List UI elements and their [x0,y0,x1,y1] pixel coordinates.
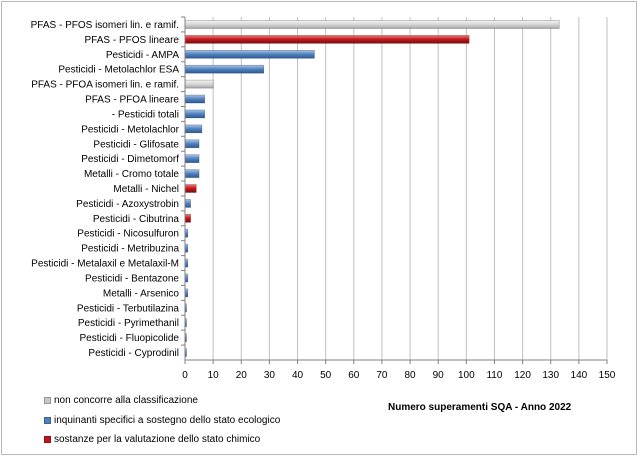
category-label: Pesticidi - Nicosulfuron [77,229,179,240]
legend-item-blue: inquinanti specifici a sostegno dello st… [44,415,280,426]
category-label: Pesticidi - Pyrimethanil [78,318,179,329]
category-label: Pesticidi - Fluopicolide [80,333,180,344]
category-label: Pesticidi - Dimetomorf [81,154,179,165]
x-tick-label: 100 [458,370,475,381]
bar [184,20,560,29]
x-tick-label: 70 [376,370,388,381]
x-tick-label: 140 [571,370,588,381]
x-tick-label: 10 [208,370,220,381]
category-label: Pesticidi - Glifosate [93,139,179,150]
bar [184,79,214,89]
bar [184,49,315,59]
category-label: PFAS - PFOA lineare [85,95,179,106]
category-label: Pesticidi - AMPA [106,50,179,61]
bar [184,214,191,223]
bar [184,139,200,149]
bar [184,184,197,193]
legend-label: non concorre alla classificazione [54,395,198,406]
x-tick-label: 60 [348,370,360,381]
category-label: Pesticidi - Terbutilazina [77,303,180,314]
x-tick-label: 50 [320,370,332,381]
bar [184,35,470,44]
category-label: Metalli - Cromo totale [84,169,179,180]
bar [184,124,203,134]
legend-swatch-red [44,436,51,443]
x-tick-label: 120 [514,370,531,381]
bar [184,169,200,178]
x-tick-label: 80 [405,370,417,381]
legend-label: inquinanti specifici a sostegno dello st… [54,415,281,426]
bar [184,94,205,104]
x-tick-label: 130 [542,370,559,381]
category-label: Pesticidi - Metolachlor ESA [58,65,179,76]
x-tick-label: 150 [599,370,616,381]
legend-swatch-blue [44,417,51,424]
bar [184,64,265,74]
category-label: Pesticidi - Metribuzina [81,244,179,255]
legend-label: sostanze per la valutazione dello stato … [54,434,261,445]
category-label: Pesticidi - Bentazone [85,273,179,284]
category-label: Metalli - Nichel [113,184,179,195]
bar [184,199,191,208]
category-label: Pesticidi - Cyprodinil [88,348,179,359]
category-label: - Pesticidi totali [112,109,179,120]
x-tick-label: 20 [236,370,248,381]
category-label: Metalli - Arsenico [103,288,180,299]
category-label: Pesticidi - Azoxystrobin [76,199,179,210]
category-label: Pesticidi - Metalaxil e Metalaxil-M [31,259,179,270]
legend-item-gray: non concorre alla classificazione [44,395,198,406]
legend-swatch-gray [44,397,51,404]
category-label: Pesticidi - Metolachlor [81,124,179,135]
x-tick-label: 30 [264,370,276,381]
legend-item-red: sostanze per la valutazione dello stato … [44,434,260,445]
x-tick-label: 40 [292,370,304,381]
category-label: PFAS - PFOS lineare [85,35,180,46]
bar [184,154,200,163]
x-tick-label: 110 [486,370,502,381]
category-label: Pesticidi - Cibutrina [93,214,180,225]
x-tick-label: 90 [433,370,445,381]
bar [184,109,205,119]
category-label: PFAS - PFOS isomeri lin. e ramif. [31,20,179,31]
category-label: PFAS - PFOA isomeri lin. e ramif. [31,80,179,91]
x-tick-label: 0 [182,370,188,381]
x-axis-title: Numero superamenti SQA - Anno 2022 [388,402,572,413]
